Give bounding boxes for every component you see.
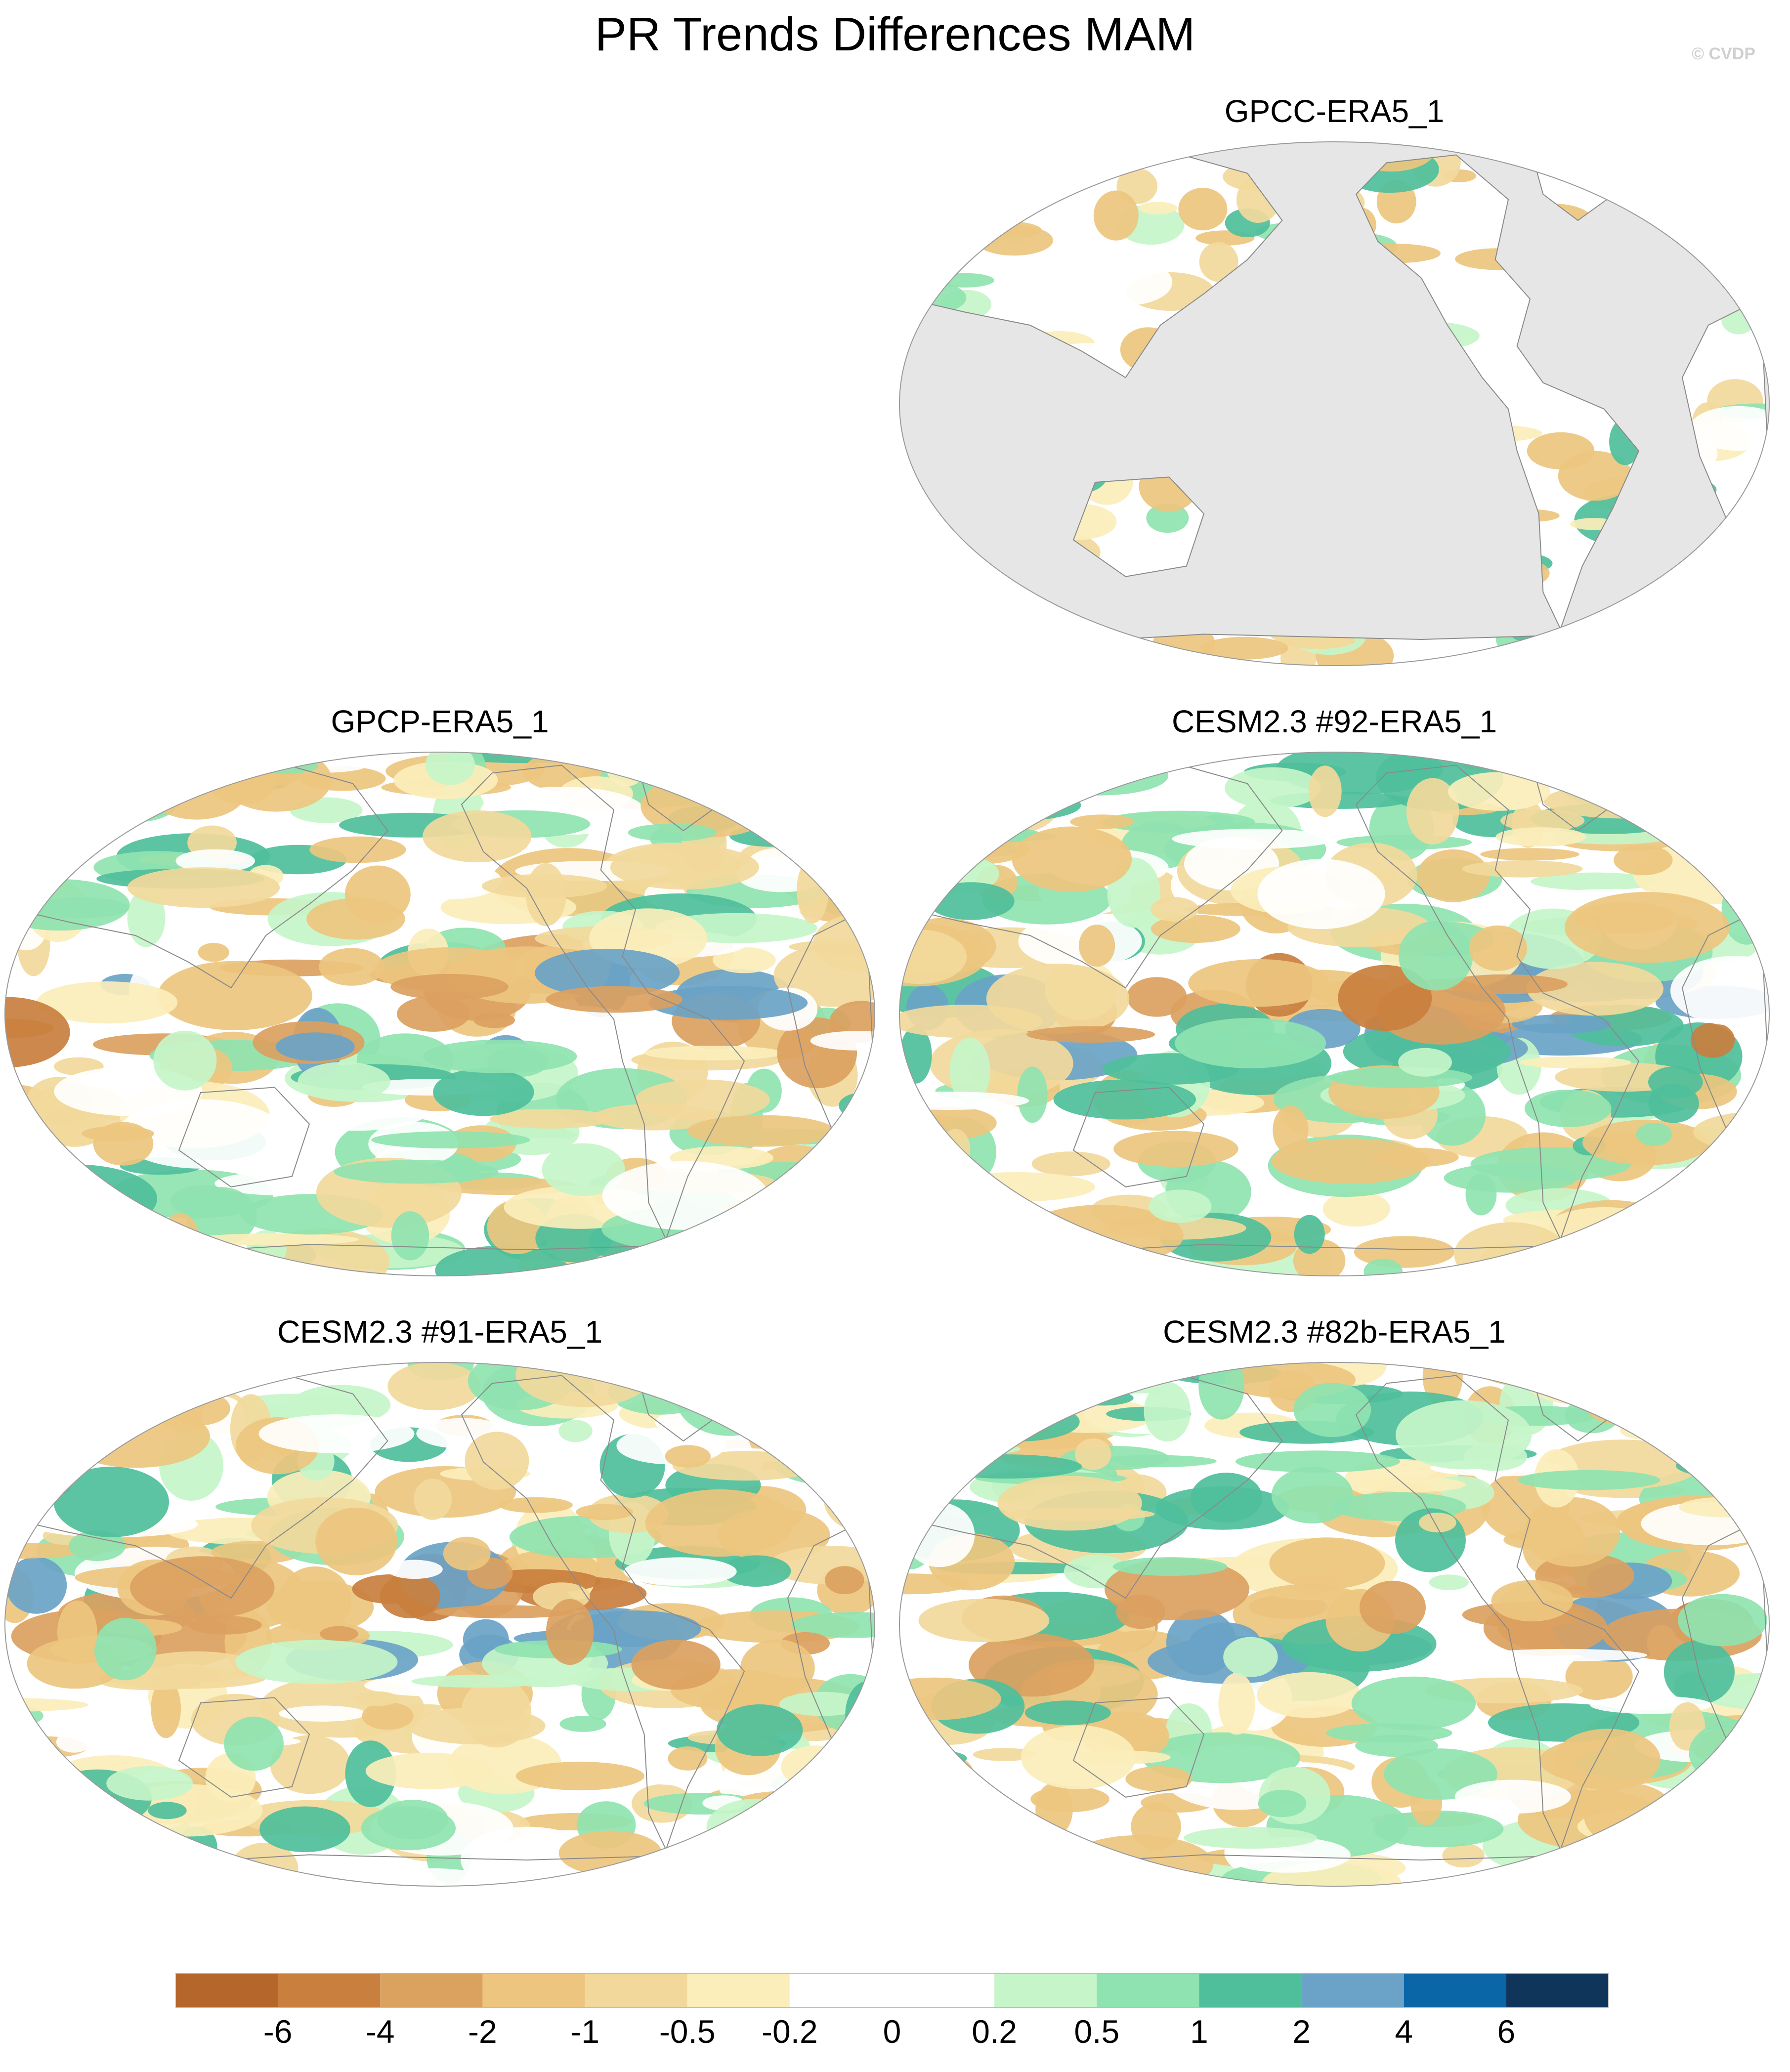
world-map [4, 1362, 875, 1887]
panel-title: CESM2.3 #92-ERA5_1 [1171, 704, 1497, 739]
colorbar-tick-label: 0.2 [972, 2013, 1017, 2050]
world-map [899, 141, 1770, 666]
colorbar-tick-label: 6 [1497, 2013, 1516, 2050]
colorbar-swatch [1506, 1973, 1609, 2008]
colorbar-swatch [1199, 1973, 1302, 2008]
colorbar-tick-label: 2 [1292, 2013, 1311, 2050]
colorbar-tick-label: -6 [263, 2013, 293, 2050]
colorbar-swatch [380, 1973, 483, 2008]
colorbar-tick-label: 0 [883, 2013, 901, 2050]
colorbar-swatch [1097, 1973, 1199, 2008]
map-panel-cesm91: CESM2.3 #91-ERA5_1 [0, 1312, 880, 1895]
colorbar-swatch [1404, 1973, 1506, 2008]
colorbar-tick-label: -2 [468, 2013, 497, 2050]
watermark: © CVDP [1692, 44, 1755, 63]
panel-title: GPCC-ERA5_1 [1224, 93, 1445, 129]
colorbar-swatch [789, 1973, 892, 2008]
colorbar-swatch [994, 1973, 1097, 2008]
colorbar-swatch [687, 1973, 790, 2008]
map-panel-cesm92: CESM2.3 #92-ERA5_1 [895, 702, 1774, 1285]
figure-title: PR Trends Differences MAM [595, 8, 1195, 61]
colorbar-tick-label: 1 [1190, 2013, 1208, 2050]
world-map [4, 752, 875, 1276]
colorbar-swatch [1301, 1973, 1404, 2008]
colorbar-tick-label: -1 [570, 2013, 599, 2050]
colorbar: -6 -4 -2 -1 -0.5 -0.2 0 0.2 0.5 1 2 4 6 [175, 1973, 1609, 2072]
colorbar-swatch [585, 1973, 687, 2008]
colorbar-tick-label: 4 [1395, 2013, 1413, 2050]
colorbar-tick-label: -0.2 [762, 2013, 818, 2050]
map-panel-gpcc: GPCC-ERA5_1 [895, 91, 1774, 675]
colorbar-tick-label: 0.5 [1074, 2013, 1120, 2050]
world-map [899, 1362, 1770, 1887]
colorbar-tick-label: -4 [365, 2013, 395, 2050]
panel-title: GPCP-ERA5_1 [331, 704, 549, 739]
colorbar-swatch [278, 1973, 381, 2008]
map-panel-cesm82b: CESM2.3 #82b-ERA5_1 [895, 1312, 1774, 1895]
colorbar-swatch [892, 1973, 995, 2008]
colorbar-swatches [175, 1973, 1609, 2008]
colorbar-tick-label: -0.5 [659, 2013, 716, 2050]
map-panel-gpcp: GPCP-ERA5_1 [0, 702, 880, 1285]
world-map [899, 752, 1770, 1276]
colorbar-swatch [482, 1973, 585, 2008]
panel-title: CESM2.3 #91-ERA5_1 [277, 1314, 603, 1350]
panel-title: CESM2.3 #82b-ERA5_1 [1163, 1314, 1506, 1350]
colorbar-swatch [175, 1973, 278, 2008]
